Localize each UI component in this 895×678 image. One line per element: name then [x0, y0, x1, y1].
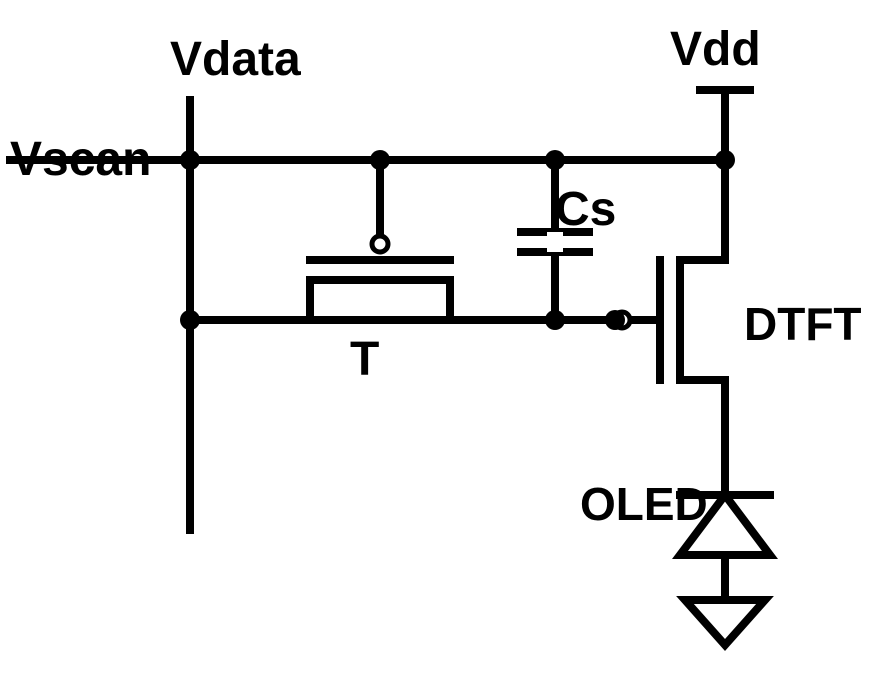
label-t: T [350, 333, 379, 386]
pmos-bubble-t [372, 236, 388, 252]
label-vdata: Vdata [170, 33, 301, 86]
ground-symbol [685, 600, 765, 645]
joint [180, 150, 200, 170]
label-vscan: Vscan [10, 133, 151, 186]
joint [370, 150, 390, 170]
ground-triangle [685, 600, 765, 645]
label-vdd: Vdd [670, 23, 761, 76]
joint [605, 310, 625, 330]
label-oled: OLED [580, 478, 708, 530]
joint [715, 150, 735, 170]
label-cs: Cs [555, 183, 616, 236]
joints [180, 150, 735, 330]
joint [545, 150, 565, 170]
label-dtft: DTFT [744, 298, 862, 350]
circuit-diagram: Vdata Vscan Vdd T Cs DTFT OLED [0, 0, 895, 678]
joint [545, 310, 565, 330]
joint [180, 310, 200, 330]
